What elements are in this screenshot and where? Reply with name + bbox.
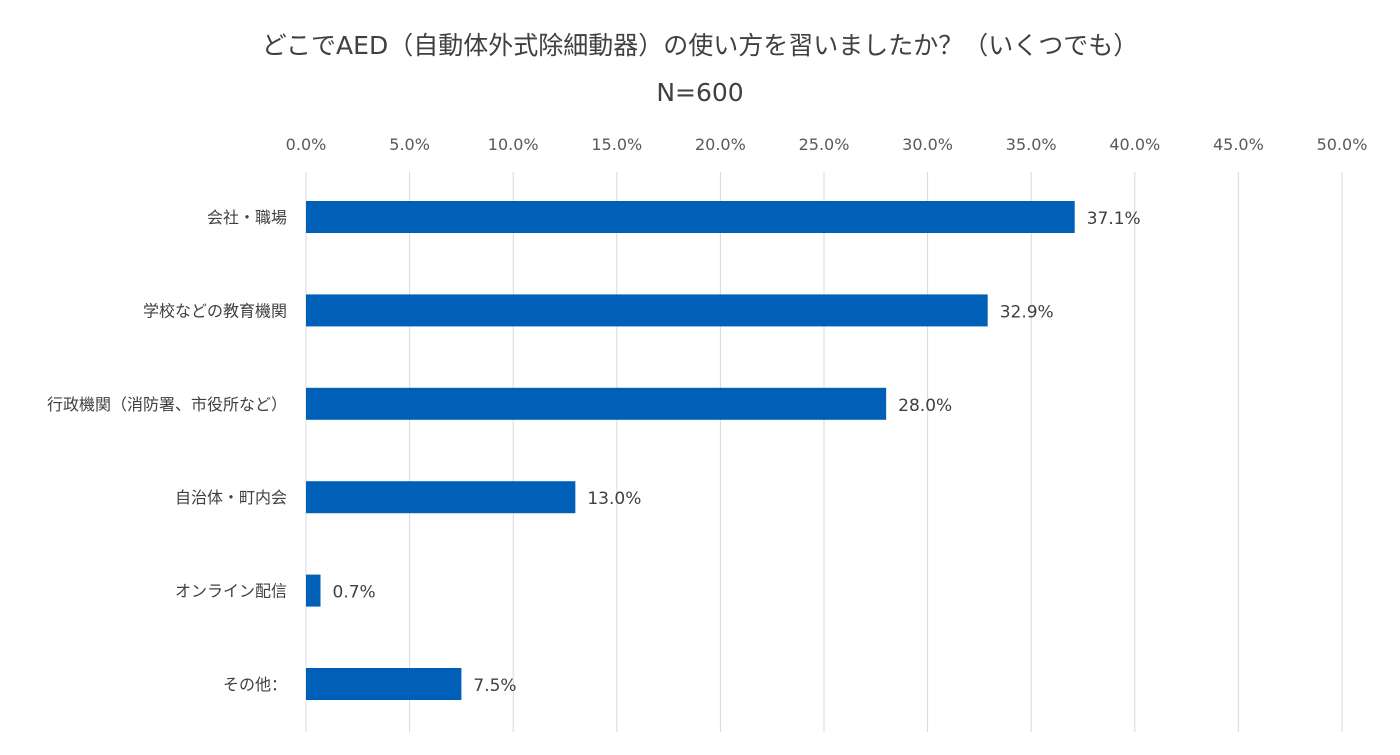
data-labels: 37.1% 32.9% 28.0% 13.0% 0.7% 7.5% [333, 209, 1141, 696]
gridlines [305, 172, 1343, 732]
bar [306, 668, 462, 700]
bar [306, 574, 321, 607]
data-label: 32.9% [1000, 302, 1054, 322]
x-tick-label: 15.0% [591, 135, 642, 154]
x-tick-label: 30.0% [902, 135, 953, 154]
x-tick-label: 40.0% [1109, 135, 1160, 154]
x-tick-label: 20.0% [695, 135, 746, 154]
bar [306, 481, 576, 514]
bars [306, 201, 1075, 700]
chart-title: どこでAED（自動体外式除細動器）の使い方を習いましたか？（いくつでも） [261, 31, 1139, 60]
data-label: 37.1% [1087, 209, 1141, 229]
category-label: 自治体・町内会 [175, 488, 287, 507]
category-label: 会社・職場 [207, 208, 287, 227]
bar [306, 387, 887, 420]
x-axis-tick-labels: 0.0% 5.0% 10.0% 15.0% 20.0% 25.0% 30.0% 35.0% 40… [286, 135, 1368, 154]
category-label: 学校などの教育機関 [143, 301, 287, 320]
x-tick-label: 25.0% [799, 135, 850, 154]
bar [306, 294, 988, 327]
x-tick-label: 10.0% [488, 135, 539, 154]
data-label: 13.0% [587, 489, 641, 509]
category-label: オンライン配信 [175, 582, 287, 601]
data-label: 7.5% [473, 676, 516, 696]
data-label: 0.7% [333, 583, 376, 603]
bar [306, 201, 1075, 233]
chart-subtitle: N=600 [656, 78, 744, 107]
x-tick-label: 0.0% [286, 135, 327, 154]
category-label: その他： [223, 675, 287, 694]
x-tick-label: 45.0% [1213, 135, 1264, 154]
data-label: 28.0% [898, 396, 952, 416]
x-tick-label: 35.0% [1006, 135, 1057, 154]
x-tick-label: 50.0% [1317, 135, 1368, 154]
x-tick-label: 5.0% [389, 135, 430, 154]
category-label: 行政機関（消防署、市役所など） [47, 395, 287, 414]
